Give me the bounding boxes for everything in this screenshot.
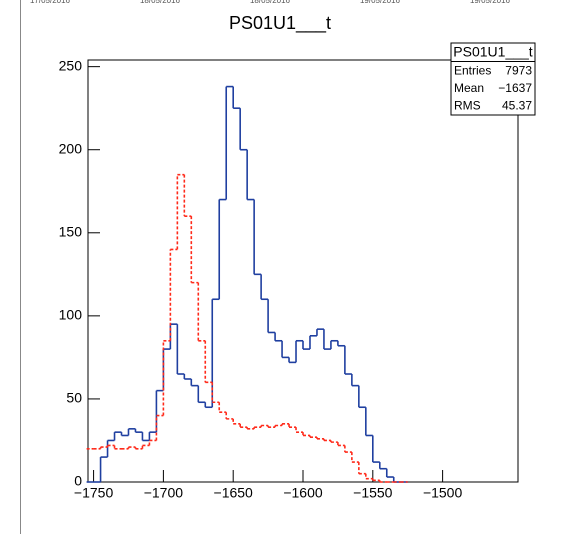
x-tick-label: −1600 bbox=[283, 485, 323, 501]
header-label: 18/05/2016 bbox=[250, 0, 291, 5]
stats-key: RMS bbox=[454, 98, 481, 112]
y-tick-label: 50 bbox=[66, 390, 82, 406]
stats-value: 7973 bbox=[505, 63, 532, 77]
x-tick-label: −1500 bbox=[423, 485, 463, 501]
stats-box bbox=[450, 42, 536, 116]
stats-key: Mean bbox=[454, 81, 484, 95]
x-tick-label: −1750 bbox=[74, 485, 114, 501]
header-label: 19/05/2016 bbox=[470, 0, 511, 5]
header-label: 18/05/2016 bbox=[140, 0, 181, 5]
header-label: 17/05/2016 bbox=[30, 0, 71, 5]
stats-key: Entries bbox=[454, 63, 491, 77]
stats-value: 45.37 bbox=[502, 98, 532, 112]
y-tick-label: 100 bbox=[59, 307, 83, 323]
header-label: 19/05/2016 bbox=[360, 0, 401, 5]
stats-value: −1637 bbox=[498, 81, 532, 95]
chart-title: PS01U1___t bbox=[229, 13, 331, 34]
x-tick-label: −1650 bbox=[214, 485, 254, 501]
y-tick-label: 150 bbox=[59, 223, 83, 239]
y-tick-label: 200 bbox=[59, 140, 83, 156]
y-tick-label: 250 bbox=[59, 57, 83, 73]
stats-title: PS01U1___t bbox=[453, 43, 533, 59]
x-tick-label: −1550 bbox=[353, 485, 393, 501]
y-tick-label: 0 bbox=[74, 473, 82, 489]
x-tick-label: −1700 bbox=[144, 485, 184, 501]
